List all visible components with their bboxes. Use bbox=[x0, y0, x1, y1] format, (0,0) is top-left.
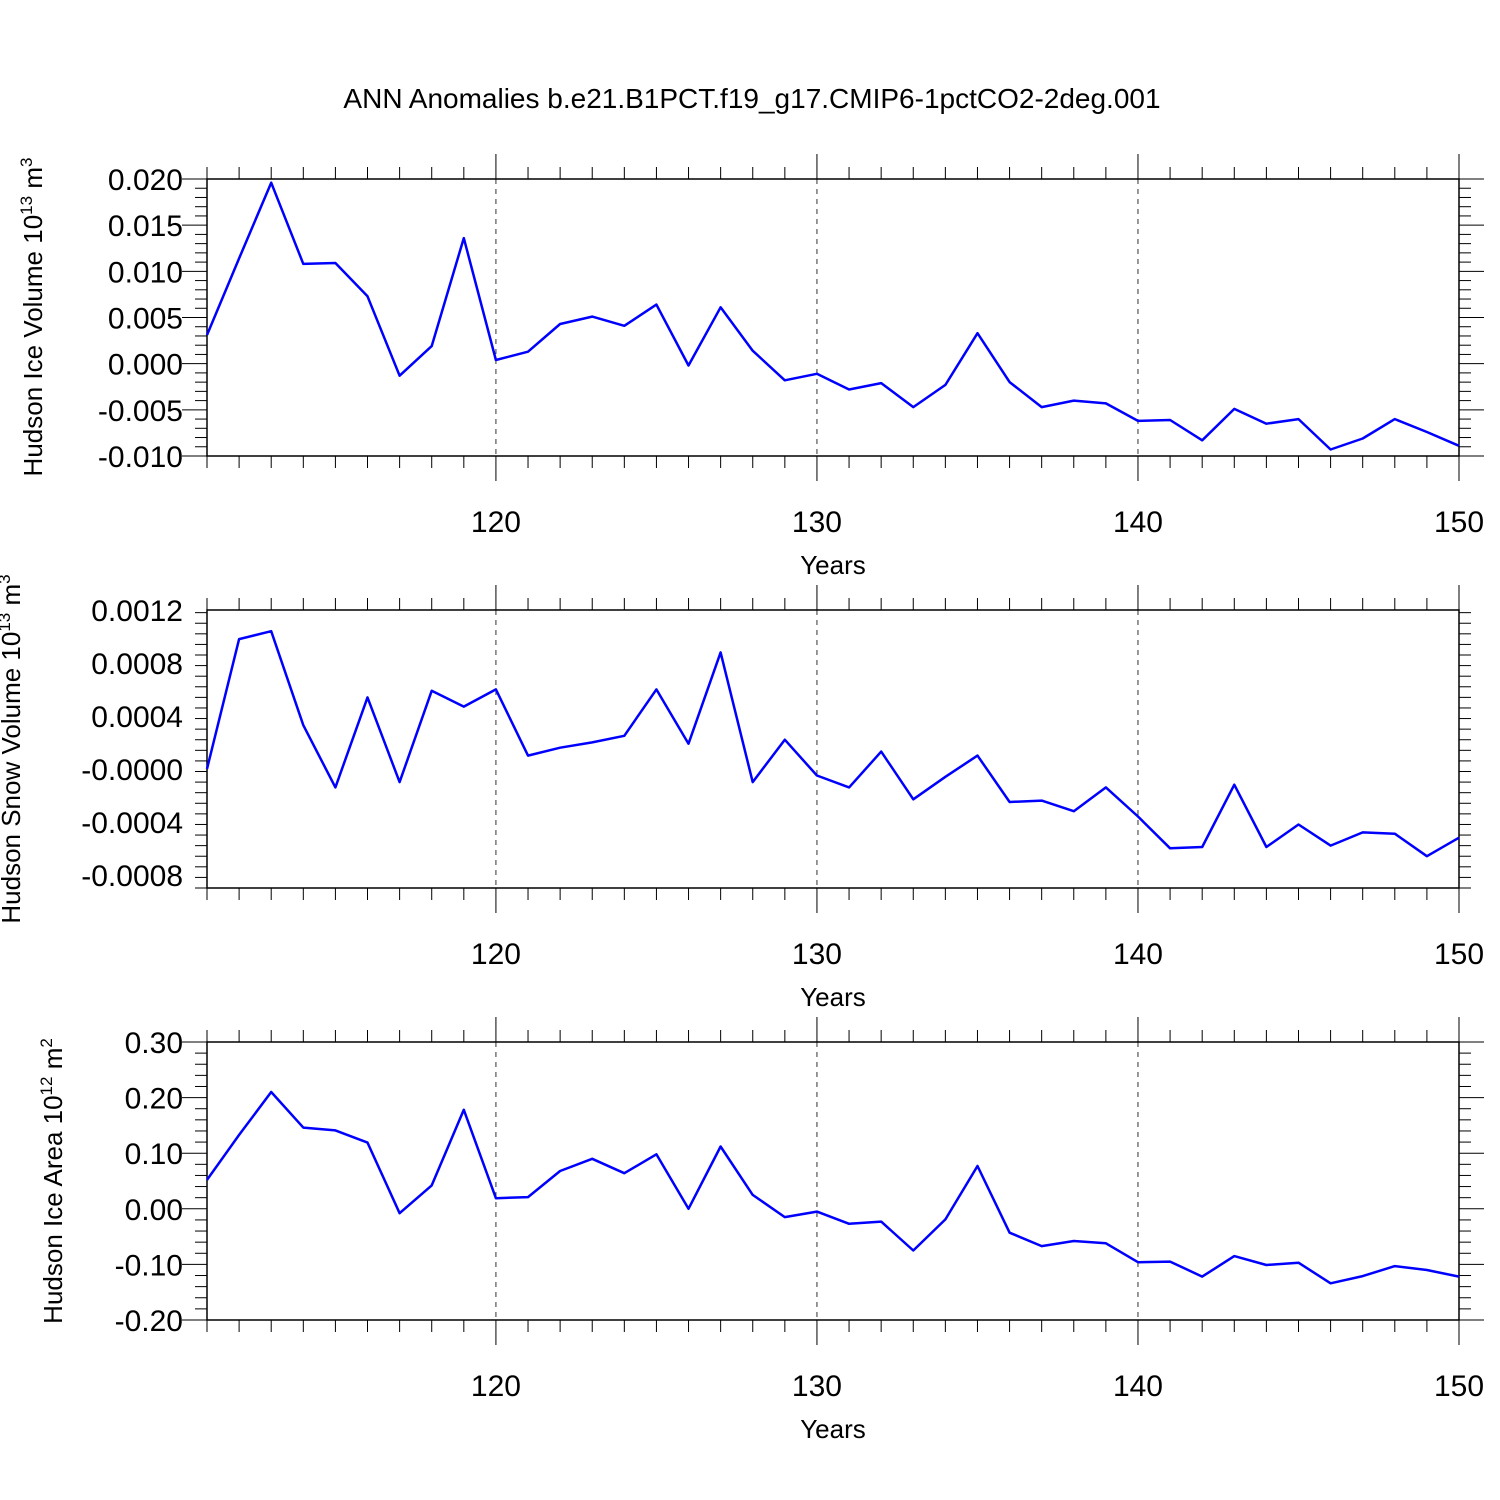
y-axis-title: Hudson Ice Volume 1013 m3 bbox=[17, 158, 48, 477]
series-line bbox=[205, 629, 1460, 858]
panel-2: 120 130 140 150 0.0012 0.0008 0.0004 -0.0000 -0.… bbox=[0, 574, 1484, 1012]
y-tick-label: 0.000 bbox=[108, 349, 183, 382]
x-tick-label: 120 bbox=[471, 938, 521, 971]
y-tick-label: -0.005 bbox=[98, 395, 183, 428]
x-tick-label: 150 bbox=[1434, 506, 1484, 539]
y-tick-label: 0.0004 bbox=[91, 701, 183, 734]
panel-1: 120 130 140 150 0.020 0.015 0.010 0.005 0.000 -0.… bbox=[17, 154, 1484, 580]
x-tick-label: 130 bbox=[792, 506, 842, 539]
x-tick-label: 140 bbox=[1113, 938, 1163, 971]
plot-frame bbox=[206, 609, 1460, 889]
panel-3: 120 130 140 150 0.30 0.20 0.10 0.00 -0.10 -0.20 Ye… bbox=[37, 1017, 1484, 1444]
y-tick-label: 0.010 bbox=[108, 256, 183, 289]
y-tick-label: 0.30 bbox=[125, 1027, 183, 1060]
y-tick-label: 0.020 bbox=[108, 164, 183, 197]
y-tick-label: -0.0004 bbox=[81, 807, 183, 840]
x-tick-label: 140 bbox=[1113, 1370, 1163, 1403]
figure-title: ANN Anomalies b.e21.B1PCT.f19_g17.CMIP6-… bbox=[343, 83, 1160, 114]
y-tick-label: 0.005 bbox=[108, 303, 183, 336]
y-tick-label: 0.0008 bbox=[91, 648, 183, 681]
series-line bbox=[205, 181, 1460, 451]
x-tick-label: 120 bbox=[471, 506, 521, 539]
y-axis-title: Hudson Snow Volume 1013 m3 bbox=[0, 574, 26, 923]
x-tick-label: 130 bbox=[792, 1370, 842, 1403]
y-axis-title: Hudson Ice Area 1012 m2 bbox=[37, 1038, 68, 1324]
y-tick-label: -0.0000 bbox=[81, 754, 183, 787]
y-tick-label: 0.20 bbox=[125, 1083, 183, 1116]
x-axis-title: Years bbox=[800, 982, 866, 1012]
y-tick-label: -0.010 bbox=[98, 441, 183, 474]
y-tick-label: 0.015 bbox=[108, 210, 183, 243]
plot-frame bbox=[206, 178, 1460, 457]
plot-frame bbox=[206, 1041, 1460, 1321]
x-tick-label: 150 bbox=[1434, 938, 1484, 971]
y-tick-label: -0.10 bbox=[115, 1249, 183, 1282]
x-tick-label: 130 bbox=[792, 938, 842, 971]
x-axis-title: Years bbox=[800, 1414, 866, 1444]
y-tick-label: 0.0012 bbox=[91, 595, 183, 628]
series-line bbox=[205, 1090, 1460, 1285]
x-axis-title: Years bbox=[800, 550, 866, 580]
x-tick-label: 120 bbox=[471, 1370, 521, 1403]
y-tick-label: 0.00 bbox=[125, 1194, 183, 1227]
y-tick-label: -0.0008 bbox=[81, 860, 183, 893]
x-tick-label: 150 bbox=[1434, 1370, 1484, 1403]
y-tick-label: -0.20 bbox=[115, 1305, 183, 1338]
y-tick-label: 0.10 bbox=[125, 1138, 183, 1171]
x-tick-label: 140 bbox=[1113, 506, 1163, 539]
